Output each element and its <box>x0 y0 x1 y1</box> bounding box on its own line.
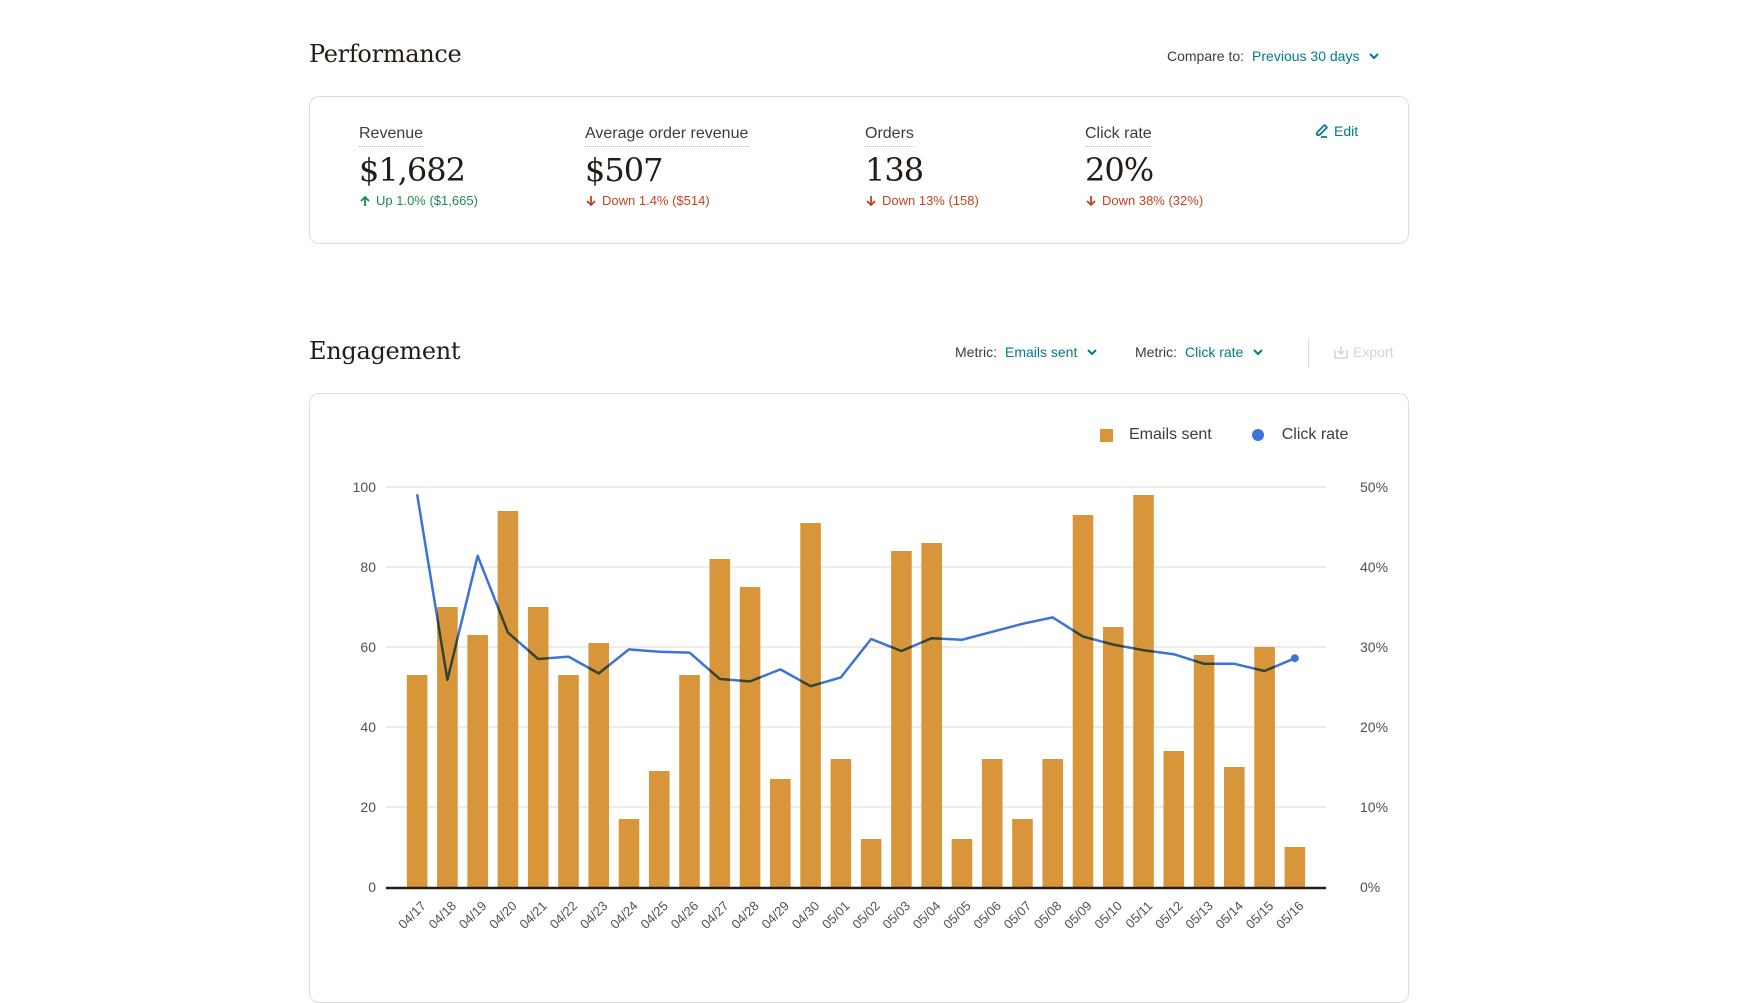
bar <box>1012 819 1033 887</box>
bar <box>1224 767 1245 887</box>
x-tick-label: 05/15 <box>1243 898 1277 932</box>
y-axis-right: 0% 10% 20% 30% 40% 50% <box>1360 479 1388 895</box>
x-tick-label: 05/03 <box>880 898 914 932</box>
bar <box>619 819 640 887</box>
x-tick-label: 04/29 <box>758 898 792 932</box>
bar <box>528 607 549 887</box>
y-right-tick-label: 40% <box>1360 559 1388 575</box>
bar <box>982 759 1003 887</box>
x-tick-label: 04/19 <box>456 898 490 932</box>
y-left-tick-label: 80 <box>360 559 376 575</box>
x-tick-label: 04/22 <box>547 898 581 932</box>
x-tick-label: 04/23 <box>577 898 611 932</box>
y-left-tick-label: 0 <box>368 879 376 895</box>
bar-series-emails-sent <box>407 495 1305 887</box>
x-tick-label: 04/30 <box>789 898 823 932</box>
y-right-tick-label: 10% <box>1360 799 1388 815</box>
x-tick-label: 05/09 <box>1061 898 1095 932</box>
bar <box>1103 627 1124 887</box>
x-tick-label: 04/17 <box>395 898 429 932</box>
x-tick-label: 05/05 <box>940 898 974 932</box>
bar <box>831 759 852 887</box>
bar <box>1285 847 1306 887</box>
line-point <box>1291 654 1299 662</box>
x-tick-label: 05/08 <box>1031 898 1065 932</box>
bar <box>952 839 973 887</box>
bar <box>558 675 579 887</box>
bar <box>588 643 609 887</box>
bar <box>679 675 700 887</box>
x-tick-label: 05/11 <box>1122 898 1155 931</box>
line-series-click-rate <box>417 494 1299 686</box>
y-left-tick-label: 60 <box>360 639 376 655</box>
y-right-tick-label: 50% <box>1360 479 1388 495</box>
x-tick-label: 04/18 <box>426 898 460 932</box>
x-tick-label: 05/04 <box>910 898 944 932</box>
bar <box>1133 495 1154 887</box>
bar <box>891 551 912 887</box>
chart-grid <box>386 487 1326 807</box>
x-tick-label: 04/27 <box>698 898 732 932</box>
bar <box>1042 759 1063 887</box>
y-left-tick-label: 100 <box>353 479 377 495</box>
x-tick-label: 04/28 <box>728 898 762 932</box>
x-tick-label: 05/02 <box>849 898 883 932</box>
bar <box>498 511 519 887</box>
bar <box>861 839 882 887</box>
click-rate-line <box>417 494 1295 686</box>
bar <box>921 543 942 887</box>
bar <box>1194 655 1215 887</box>
x-tick-label: 05/16 <box>1273 898 1307 932</box>
bar <box>1254 647 1275 887</box>
bar <box>1073 515 1094 887</box>
bar <box>740 587 761 887</box>
x-tick-label: 05/10 <box>1091 898 1125 932</box>
y-right-tick-label: 0% <box>1360 879 1380 895</box>
x-tick-label: 04/26 <box>668 898 702 932</box>
y-left-tick-label: 40 <box>360 719 376 735</box>
bar <box>467 635 488 887</box>
bar <box>1164 751 1185 887</box>
x-tick-label: 04/21 <box>516 898 550 932</box>
x-tick-label: 05/12 <box>1152 898 1186 932</box>
bar <box>649 771 670 887</box>
y-axis-left: 0 20 40 60 80 100 <box>353 479 377 895</box>
y-left-tick-label: 20 <box>360 799 376 815</box>
x-tick-label: 05/14 <box>1212 898 1246 932</box>
y-right-tick-label: 20% <box>1360 719 1388 735</box>
bar <box>407 675 428 887</box>
x-axis-labels: 04/1704/1804/1904/2004/2104/2204/2304/24… <box>395 898 1306 932</box>
x-tick-label: 05/13 <box>1182 898 1216 932</box>
x-tick-label: 04/20 <box>486 898 520 932</box>
bar <box>770 779 791 887</box>
y-right-tick-label: 30% <box>1360 639 1388 655</box>
x-tick-label: 05/07 <box>1001 898 1035 932</box>
x-tick-label: 04/24 <box>607 898 641 932</box>
bar <box>710 559 731 887</box>
x-tick-label: 05/06 <box>970 898 1004 932</box>
bar <box>800 523 821 887</box>
x-tick-label: 04/25 <box>637 898 671 932</box>
x-tick-label: 05/01 <box>819 898 853 932</box>
